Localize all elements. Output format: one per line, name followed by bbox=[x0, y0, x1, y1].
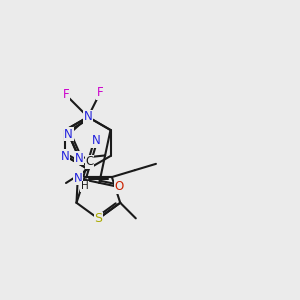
Text: N: N bbox=[75, 152, 84, 165]
Text: N: N bbox=[64, 128, 73, 141]
Text: N: N bbox=[61, 149, 70, 163]
Text: F: F bbox=[63, 88, 69, 101]
Text: N: N bbox=[84, 110, 92, 124]
Text: N: N bbox=[92, 134, 100, 147]
Text: O: O bbox=[114, 181, 124, 194]
Text: S: S bbox=[94, 212, 102, 225]
Text: H: H bbox=[81, 181, 88, 191]
Text: N: N bbox=[74, 172, 82, 185]
Text: F: F bbox=[97, 86, 103, 100]
Text: C: C bbox=[85, 155, 94, 168]
